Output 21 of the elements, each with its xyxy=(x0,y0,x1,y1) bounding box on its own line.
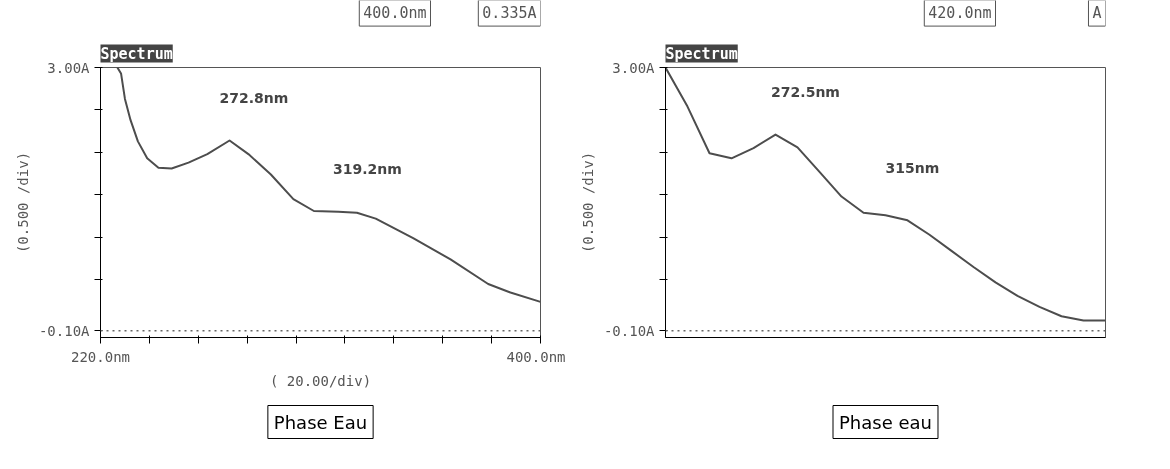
text: 400.0nm xyxy=(363,4,427,23)
y-tick-label: 3.00A xyxy=(47,59,91,76)
text: Phase Eau xyxy=(273,411,368,433)
annotation: 319.2nm xyxy=(332,160,402,177)
text: Phase eau xyxy=(839,411,932,433)
y-tick-label: 3.00A xyxy=(612,59,656,76)
y-axis-title: (0.500 /div) xyxy=(579,151,596,254)
x-tick-label: 220.0nm xyxy=(71,348,131,365)
text: 0.335A xyxy=(482,4,537,23)
chart-title: Spectrum xyxy=(665,44,738,63)
annotation: 272.5nm xyxy=(771,83,840,100)
annotation: 272.8nm xyxy=(219,89,289,106)
y-tick-label: -0.10A xyxy=(38,322,91,339)
annotation: 315nm xyxy=(885,159,940,176)
y-tick-label: -0.10A xyxy=(603,322,656,339)
x-axis-title: ( 20.00/div) xyxy=(269,372,372,389)
y-axis-title: (0.500 /div) xyxy=(14,151,31,254)
text: 420.0nm xyxy=(928,4,992,23)
line-series xyxy=(665,67,1106,322)
text: A xyxy=(1092,4,1102,23)
chart-title: Spectrum xyxy=(100,44,173,63)
